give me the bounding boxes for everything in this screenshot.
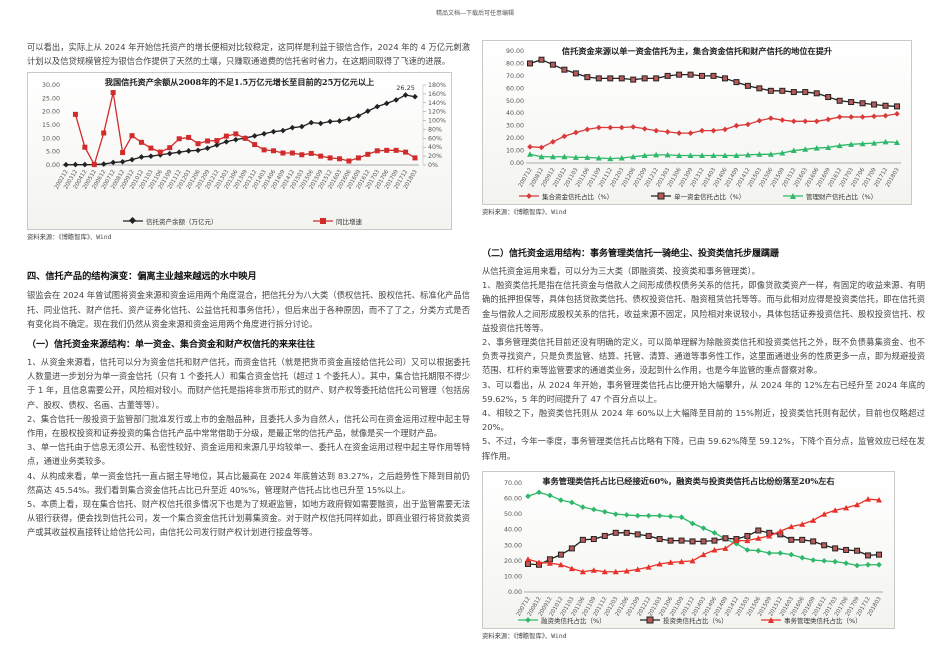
sub2-item-1: 1、融资类信托是指在信托资金与借款人之间形成债权债务关系的信托，即像贷款类资产一…	[482, 280, 925, 333]
sub1-item-4: 4、从构成来看，单一资金信托一直占据主导地位，其占比最高在 2024 年底曾达到…	[27, 470, 470, 495]
svg-text:50.00: 50.00	[506, 98, 524, 105]
trust-assets-chart: 我国信托资产余额从2008年的不足1.5万亿元增长至目前的25万亿元以上 0.0…	[27, 72, 452, 231]
subsection1-title: （一）信托资金来源结构：单一资金、集合资金和财产权信托的来来往往	[27, 340, 316, 351]
sub1-item-1: 1、从资金来源看，信托可以分为资金信托和财产信托，而资金信托（就是把货币资金直接…	[27, 357, 470, 410]
fund-source-chart: 信托资金来源以单一资金信托为主，集合资金信托和财产信托的地位在提升 0.00 10…	[482, 40, 912, 205]
svg-text:30.00: 30.00	[42, 82, 60, 89]
svg-text:70.00: 70.00	[504, 480, 522, 487]
section4-paragraph: 银监会在 2024 年曾试图将资金来源和资金运用两个角度混合，把信托分为八大类（…	[27, 290, 470, 329]
svg-text:60%: 60%	[428, 136, 442, 143]
right-column: 信托资金来源以单一资金信托为主，集合资金信托和财产信托的地位在提升 0.00 10…	[482, 40, 925, 640]
diamond-marker-icon	[518, 616, 538, 624]
svg-text:20.00: 20.00	[506, 135, 524, 142]
square-marker-icon	[640, 616, 660, 624]
svg-text:10.00: 10.00	[506, 148, 524, 155]
sub2-item-3: 3、可以看出，从 2024 年开始，事务管理类信托占比便开始大幅攀升，从 202…	[482, 379, 925, 404]
legend-item-growth: 同比增速	[313, 216, 362, 226]
svg-text:20.00: 20.00	[504, 558, 522, 565]
svg-text:60.00: 60.00	[504, 495, 522, 502]
sub1-item-3: 3、单一信托由于信息无须公开、私密性较好、资金运用和来源几乎均较单一、委托人在资…	[27, 442, 470, 467]
svg-text:15.00: 15.00	[42, 122, 60, 129]
triangle-marker-icon	[783, 192, 803, 200]
legend-item-affairs: 事务管理类信托占比（%）	[761, 615, 862, 625]
svg-text:90.00: 90.00	[506, 48, 524, 55]
svg-text:60.00: 60.00	[506, 85, 524, 92]
sub2-item-4: 4、相较之下，融资类信托则从 2024 年 60%以上大幅降至目前的 15%附近…	[482, 408, 925, 433]
legend-item-single: 单一资金信托占比（%）	[651, 191, 745, 201]
square-marker-icon	[651, 192, 671, 200]
svg-text:25.00: 25.00	[42, 96, 60, 103]
intro-paragraph: 可以看出，实际上从 2024 年开始信托资产的增长便相对比较稳定，这同样是利益于…	[27, 42, 470, 67]
chart-title: 我国信托资产余额从2008年的不足1.5万亿元增长至目前的25万亿元以上	[104, 77, 375, 88]
svg-text:50.00: 50.00	[504, 511, 522, 518]
svg-text:70.00: 70.00	[506, 73, 524, 80]
section4-title: 四、信托产品的结构演变：偏离主业越来越远的水中映月	[27, 271, 257, 283]
legend-item-financing: 融资类信托占比（%）	[518, 615, 606, 625]
svg-text:26.25: 26.25	[396, 84, 415, 92]
subsection2-title: （二）信托资金运用结构：事务管理类信托一骑绝尘、投资类信托步履蹒跚	[482, 249, 780, 259]
chart3-source: 资料来源：《博瞻智库》、Wind	[482, 632, 567, 640]
header-note: 精品文档---下载后可任意编辑	[435, 10, 515, 17]
diamond-marker-icon	[123, 217, 143, 225]
chart1-source: 资料来源：《博瞻智库》、Wind	[27, 234, 112, 242]
chart-title: 事务管理类信托占比已经接近60%，融资类与投资类信托占比纷纷落至20%左右	[542, 475, 835, 486]
legend-item-investment: 投资类信托占比（%）	[640, 615, 728, 625]
chart2-source: 资料来源：《博瞻智库》、Wind	[482, 209, 567, 216]
svg-text:5.00: 5.00	[46, 149, 60, 156]
svg-text:40%: 40%	[428, 145, 442, 152]
sub1-item-2: 2、集合信托一般投资于监管部门批准发行或上市的金融品种，且委托人多为自然人，信托…	[27, 413, 470, 439]
svg-text:0.00: 0.00	[46, 162, 60, 169]
svg-text:80.00: 80.00	[506, 60, 524, 67]
svg-text:10.00: 10.00	[42, 136, 60, 143]
svg-text:0.00: 0.00	[508, 589, 522, 596]
svg-text:100%: 100%	[428, 118, 446, 125]
svg-text:20.00: 20.00	[42, 109, 60, 116]
svg-text:20%: 20%	[428, 154, 442, 161]
svg-text:30.00: 30.00	[504, 542, 522, 549]
sub2-item-0: 从信托资金运用来看，可以分为三大类（即融资类、投资类和事务管理类）。	[482, 266, 760, 276]
sub2-item-2: 2、事务管理类信托目前还没有明确的定义，可以简单理解为除融资类信托和投资类信托之…	[482, 337, 925, 376]
svg-text:0.00: 0.00	[510, 160, 524, 167]
legend-item-collective: 集合资金信托占比（%）	[519, 191, 613, 201]
diamond-marker-icon	[519, 192, 539, 200]
svg-text:120%: 120%	[428, 109, 446, 116]
fund-usage-chart: 事务管理类信托占比已经接近60%，融资类与投资类信托占比纷纷落至20%左右 0.…	[482, 470, 895, 629]
svg-text:10.00: 10.00	[504, 573, 522, 580]
svg-text:30.00: 30.00	[506, 123, 524, 130]
svg-text:40.00: 40.00	[504, 527, 522, 534]
chart-title: 信托资金来源以单一资金信托为主，集合资金信托和财产信托的地位在提升	[561, 46, 833, 56]
left-column: 可以看出，实际上从 2024 年开始信托资产的增长便相对比较稳定，这同样是利益于…	[27, 40, 470, 540]
triangle-marker-icon	[761, 616, 781, 624]
svg-text:80%: 80%	[428, 127, 442, 134]
svg-text:0%: 0%	[428, 162, 438, 169]
svg-text:140%: 140%	[428, 100, 446, 107]
legend-item-property: 管理财产信托占比（%）	[783, 191, 877, 201]
svg-text:40.00: 40.00	[506, 110, 524, 117]
legend-item-balance: 信托资产余额（万亿元）	[123, 216, 218, 226]
sub1-item-5: 5、本质上看，现在集合信托、财产权信托很多情况下也是为了规避监管，如地方政府假如…	[27, 499, 470, 538]
square-marker-icon	[313, 217, 333, 225]
svg-text:160%: 160%	[428, 91, 446, 98]
svg-text:180%: 180%	[428, 82, 446, 89]
sub2-item-5: 5、不过，今年一季度，事务管理类信托占比略有下降，已由 59.62%降至 59.…	[482, 436, 925, 461]
